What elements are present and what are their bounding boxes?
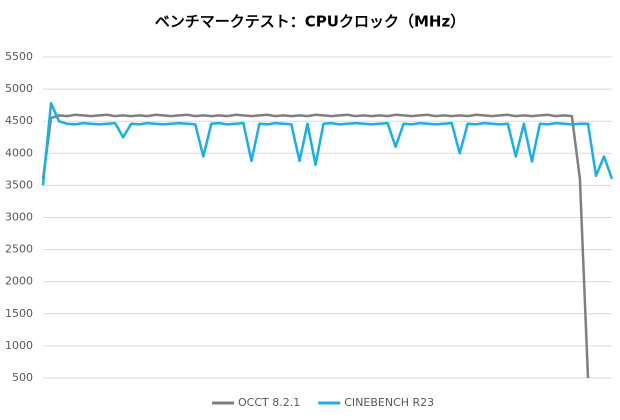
y-tick-label: 1500 <box>5 307 33 320</box>
y-tick-label: 2500 <box>5 243 33 256</box>
y-tick-label: 3500 <box>5 178 33 191</box>
y-tick-label: 4000 <box>5 146 33 159</box>
data-line <box>41 113 590 379</box>
y-tick-label: 1000 <box>5 339 33 352</box>
y-tick-label: 4500 <box>5 114 33 127</box>
y-tick-label: 3000 <box>5 211 33 224</box>
legend-label: CINEBENCH R23 <box>344 396 434 409</box>
chart-title: ベンチマークテスト：CPUクロック（MHz） <box>155 13 465 31</box>
y-tick-label: 5000 <box>5 82 33 95</box>
y-tick-label: 500 <box>12 371 33 384</box>
legend-label: OCCT 8.2.1 <box>238 396 300 409</box>
data-line <box>41 101 614 186</box>
y-tick-label: 5500 <box>5 50 33 63</box>
y-tick-label: 2000 <box>5 275 33 288</box>
